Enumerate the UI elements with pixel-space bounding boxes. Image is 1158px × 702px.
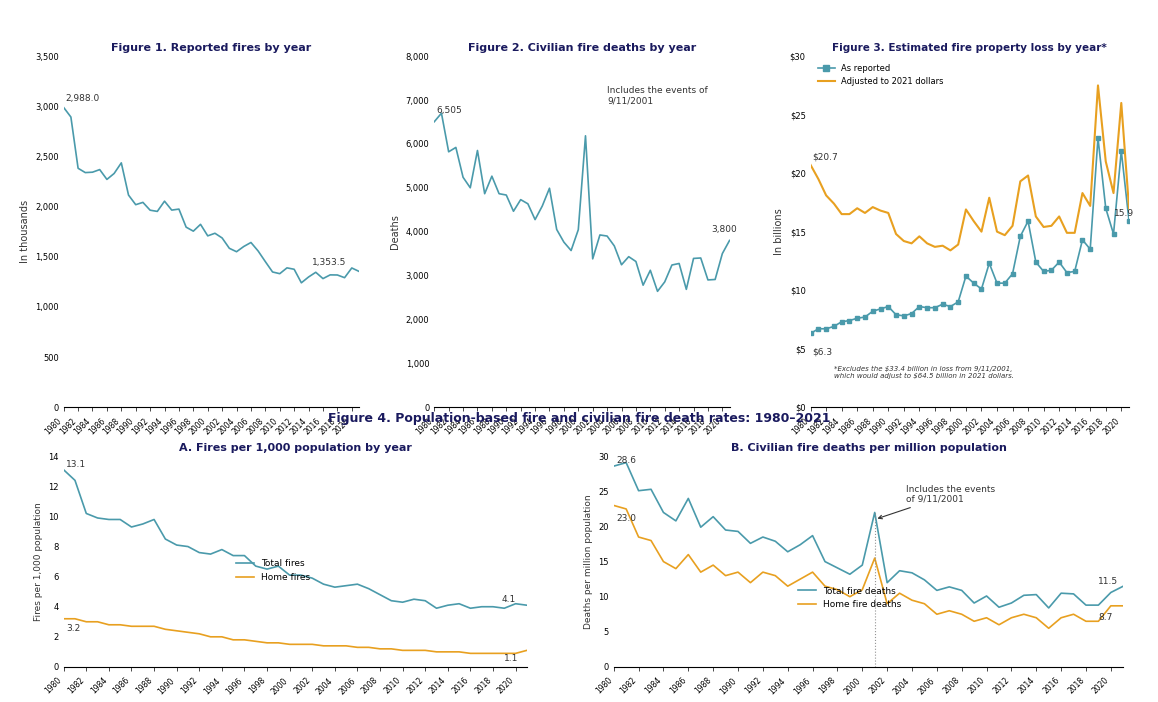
Y-axis label: In billions: In billions xyxy=(775,208,784,255)
Text: 3,800: 3,800 xyxy=(711,225,738,234)
Text: 15.9: 15.9 xyxy=(1114,209,1134,218)
Text: Includes the events
of 9/11/2001: Includes the events of 9/11/2001 xyxy=(879,484,995,519)
Text: 13.1: 13.1 xyxy=(66,460,86,469)
Text: 28.6: 28.6 xyxy=(616,456,636,465)
Text: 1,353.5: 1,353.5 xyxy=(313,258,346,267)
Y-axis label: In thousands: In thousands xyxy=(20,200,29,263)
Text: Figure 4. Population-based fire and civilian fire death rates: 1980–2021: Figure 4. Population-based fire and civi… xyxy=(328,411,830,425)
Text: 6,505: 6,505 xyxy=(437,106,462,115)
Text: 3.2: 3.2 xyxy=(66,624,80,633)
Title: A. Fires per 1,000 population by year: A. Fires per 1,000 population by year xyxy=(178,443,412,453)
Legend: Total fire deaths, Home fire deaths: Total fire deaths, Home fire deaths xyxy=(794,583,904,613)
Text: $20.7: $20.7 xyxy=(812,152,838,161)
Y-axis label: Fires per 1,000 population: Fires per 1,000 population xyxy=(34,502,43,621)
Text: 4.1: 4.1 xyxy=(503,595,516,604)
Y-axis label: Deaths per million population: Deaths per million population xyxy=(584,494,593,629)
Text: 23.0: 23.0 xyxy=(616,514,636,523)
Text: 1.1: 1.1 xyxy=(504,654,519,663)
Title: B. Civilian fire deaths per million population: B. Civilian fire deaths per million popu… xyxy=(731,443,1006,453)
Text: 2,988.0: 2,988.0 xyxy=(66,95,100,103)
Title: Figure 1. Reported fires by year: Figure 1. Reported fires by year xyxy=(111,43,312,53)
Text: $6.3: $6.3 xyxy=(812,347,833,357)
Text: 11.5: 11.5 xyxy=(1099,577,1119,586)
Title: Figure 3. Estimated fire property loss by year*: Figure 3. Estimated fire property loss b… xyxy=(833,43,1107,53)
Y-axis label: Deaths: Deaths xyxy=(390,214,400,249)
Text: Includes the events of
9/11/2001: Includes the events of 9/11/2001 xyxy=(607,86,708,105)
Text: 8.7: 8.7 xyxy=(1099,613,1113,622)
Title: Figure 2. Civilian fire deaths by year: Figure 2. Civilian fire deaths by year xyxy=(468,43,696,53)
Text: *Excludes the $33.4 billion in loss from 9/11/2001,
which would adjust to $64.5 : *Excludes the $33.4 billion in loss from… xyxy=(834,366,1014,379)
Legend: As reported, Adjusted to 2021 dollars: As reported, Adjusted to 2021 dollars xyxy=(815,60,947,89)
Legend: Total fires, Home fires: Total fires, Home fires xyxy=(233,555,314,585)
